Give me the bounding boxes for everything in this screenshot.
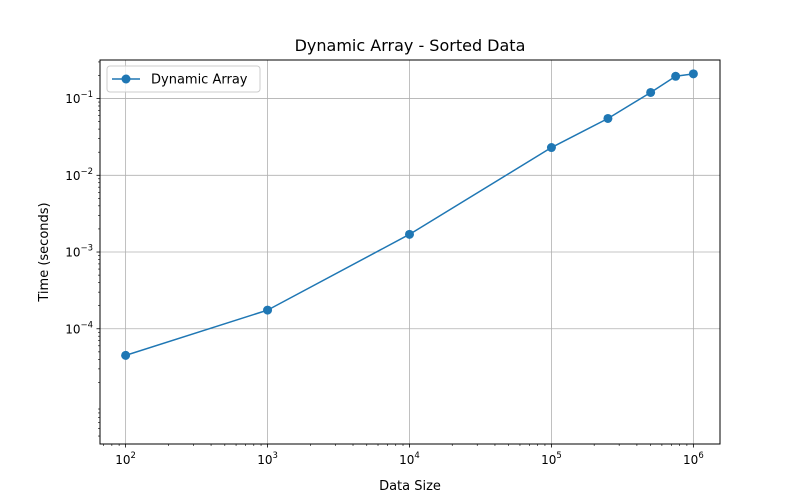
- legend: Dynamic Array: [106, 65, 261, 93]
- x-axis-label: Data Size: [379, 479, 441, 494]
- minor-ticks: [98, 61, 688, 446]
- x-tick-label: 104: [399, 451, 420, 467]
- data-point: [121, 350, 131, 360]
- x-tick-label: 102: [115, 451, 136, 467]
- y-tick-label: 10−4: [65, 320, 93, 336]
- grid: [100, 60, 720, 444]
- data-point: [404, 229, 414, 239]
- y-tick-label: 10−1: [65, 90, 93, 106]
- series-layer: [121, 69, 698, 360]
- data-point: [671, 71, 681, 81]
- y-axis-label: Time (seconds): [37, 202, 52, 302]
- legend-label: Dynamic Array: [151, 73, 248, 88]
- series-line: [125, 73, 694, 357]
- data-point: [546, 143, 556, 153]
- y-tick-label: 10−3: [65, 244, 93, 260]
- data-point: [688, 69, 698, 79]
- data-point: [603, 113, 613, 123]
- y-tick-label: 10−2: [65, 167, 93, 183]
- legend-marker: [121, 74, 131, 84]
- chart-title: Dynamic Array - Sorted Data: [295, 36, 526, 55]
- data-point: [646, 87, 656, 97]
- legend-frame: [106, 65, 261, 93]
- x-tick-label: 103: [257, 451, 278, 467]
- axis-ticks: 102 103 104 105 106 10−4 10−3 10−2 10−1: [65, 90, 704, 467]
- x-tick-label: 106: [683, 451, 704, 467]
- data-point: [263, 305, 273, 315]
- x-tick-label: 105: [541, 451, 562, 467]
